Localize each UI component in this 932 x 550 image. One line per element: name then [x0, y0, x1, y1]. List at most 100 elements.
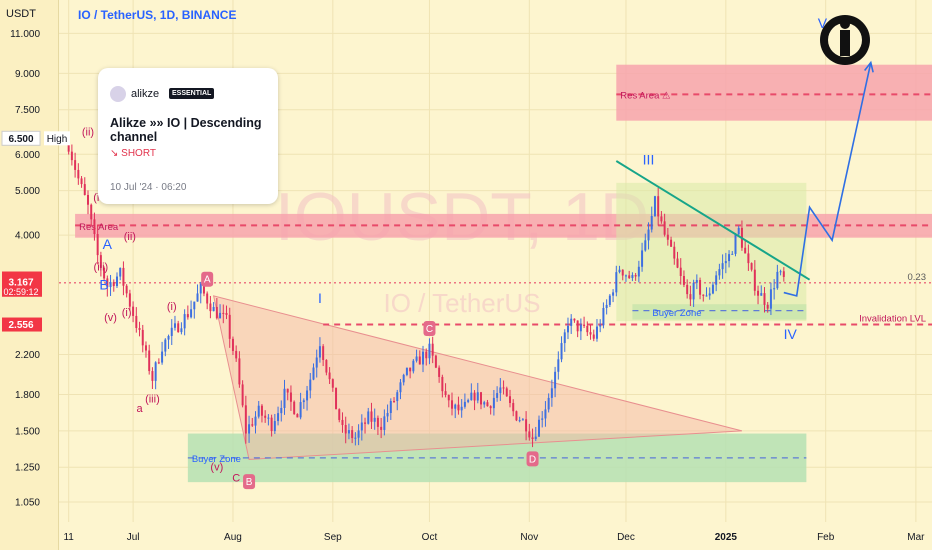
- candle-body: [711, 284, 714, 294]
- projection-path: [783, 62, 872, 297]
- candle-body: [473, 392, 476, 401]
- candle-body: [273, 421, 276, 432]
- candle-body: [483, 402, 486, 405]
- candle-body: [570, 318, 573, 326]
- candle-body: [624, 275, 627, 277]
- candle-body: [412, 360, 415, 372]
- idea-card[interactable]: alikze ESSENTIAL Alikze »» IO | Descendi…: [98, 68, 278, 204]
- x-tick-label: 11: [63, 532, 74, 543]
- logo-dot: [840, 19, 850, 29]
- candle-body: [467, 400, 470, 402]
- candle-body: [93, 219, 96, 235]
- wave-label: (v): [210, 461, 223, 473]
- x-tick-label: Aug: [224, 532, 242, 543]
- candle-body: [103, 267, 106, 279]
- candle-body: [534, 436, 537, 439]
- candle-body: [360, 422, 363, 431]
- candle-body: [734, 234, 737, 254]
- candle-body: [579, 324, 582, 332]
- candle-body: [106, 278, 109, 288]
- marker-bg: [243, 474, 256, 490]
- candle-body: [376, 417, 379, 427]
- candle-body: [782, 271, 785, 277]
- candle-body: [357, 430, 360, 438]
- candle-body: [299, 402, 302, 418]
- candle-body: [351, 430, 354, 439]
- candle-body: [750, 263, 753, 270]
- candle-body: [331, 379, 334, 388]
- candle-body: [670, 239, 673, 247]
- marker-bg: [526, 451, 539, 467]
- candle-body: [186, 314, 189, 318]
- zone-label-res-area-mid: Res Area: [79, 222, 119, 233]
- idea-title[interactable]: Alikze »» IO | Descending channel: [110, 116, 262, 144]
- username[interactable]: alikze: [131, 88, 160, 100]
- candle-body: [67, 144, 70, 152]
- candle-body: [537, 419, 540, 437]
- candle-body: [312, 367, 315, 380]
- candle-body: [557, 359, 560, 372]
- candle-body: [438, 367, 441, 377]
- candle-body: [270, 417, 273, 432]
- candle-body: [402, 374, 405, 383]
- marker-bg: [201, 271, 214, 287]
- candle-body: [280, 407, 283, 414]
- x-tick-label: Feb: [817, 532, 835, 543]
- candle-body: [386, 413, 389, 417]
- candle-body: [415, 356, 418, 361]
- wave-label: (i): [167, 301, 177, 313]
- candle-body: [586, 325, 589, 333]
- candle-body: [512, 403, 515, 412]
- candle-body: [141, 329, 144, 346]
- candle-body: [99, 255, 102, 268]
- marker-label: C: [426, 324, 433, 335]
- candle-body: [731, 253, 734, 255]
- candle-body: [264, 415, 267, 418]
- candle-body: [747, 253, 750, 264]
- candle-body: [447, 394, 450, 401]
- candle-body: [161, 351, 164, 363]
- candle-body: [531, 437, 534, 439]
- user-avatar[interactable]: [110, 86, 126, 102]
- candle-body: [496, 393, 499, 398]
- zone-label-buyer-zone-low: Buyer Zone: [192, 454, 241, 465]
- candle-body: [492, 397, 495, 409]
- candle-body: [302, 400, 305, 403]
- candle-body: [199, 283, 202, 294]
- wave-label: A: [103, 236, 113, 252]
- candle-body: [119, 267, 122, 277]
- symbol-button[interactable]: USDT: [6, 8, 36, 20]
- candle-body: [235, 350, 238, 359]
- candle-body: [541, 418, 544, 420]
- candle-body: [196, 293, 199, 302]
- candle-body: [286, 388, 289, 393]
- candle-body: [637, 266, 640, 277]
- candle-body: [608, 295, 611, 305]
- candle-body: [422, 351, 425, 365]
- candle-body: [528, 431, 531, 438]
- descending-trendline: [615, 160, 811, 281]
- candle-body: [647, 229, 650, 241]
- candle-body: [254, 416, 257, 426]
- marker-label: B: [246, 477, 253, 488]
- x-tick-label: Dec: [617, 532, 635, 543]
- candle-body: [315, 357, 318, 368]
- candle-body: [132, 306, 135, 316]
- candle-body: [399, 382, 402, 393]
- candle-body: [260, 405, 263, 416]
- candle-body: [90, 204, 93, 220]
- candle-body: [209, 303, 212, 312]
- candle-body: [428, 343, 431, 359]
- brand-logo: [820, 15, 870, 65]
- candle-body: [296, 414, 299, 418]
- candle-body: [644, 240, 647, 251]
- candle-body: [521, 419, 524, 421]
- candle-body: [441, 376, 444, 392]
- candle-body: [167, 335, 170, 340]
- price-axis[interactable]: [0, 0, 59, 550]
- watermark-sub: IO / TetherUS: [383, 288, 540, 318]
- candle-body: [328, 372, 331, 380]
- candle-body: [573, 318, 576, 321]
- x-tick-label: Jul: [127, 532, 140, 543]
